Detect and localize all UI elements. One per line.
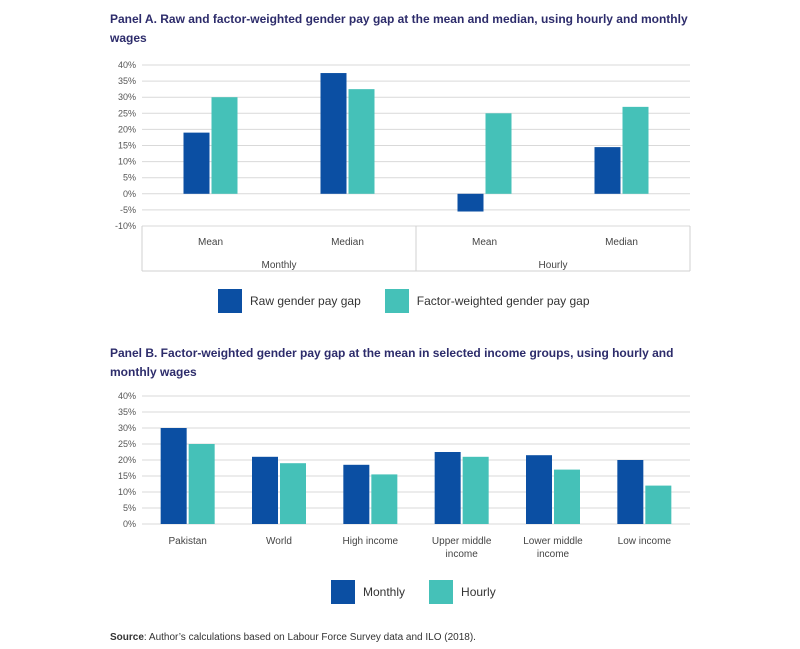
panel-b-y-tick-label: 25% [118,439,136,449]
panel-a-category-label: Median [331,237,364,248]
legend-item-hourly: Hourly [429,580,496,604]
panel-b-bar-monthly-4 [526,455,552,524]
legend-swatch-monthly [331,580,355,604]
panel-a-category-label: Mean [472,237,497,248]
panel-a-bar-raw-gender-pay-gap-3 [594,147,621,194]
legend-item-monthly: Monthly [331,580,405,604]
panel-b-category-label: Upper middle [432,536,492,547]
panel-b-y-tick-label: 40% [118,391,136,401]
panel-a-y-tick-label: -10% [115,221,136,231]
panel-b-bar-hourly-1 [280,463,306,524]
legend-item-factor-weighted: Factor-weighted gender pay gap [384,289,590,313]
panel-b-y-tick-label: 10% [118,487,136,497]
legend-label-hourly: Hourly [461,585,496,599]
panel-a-bar-raw-gender-pay-gap-1 [320,73,347,194]
legend-swatch-raw [218,289,242,313]
panel-b-category-label: income [537,549,570,560]
panel-a-category-label: Median [605,237,638,248]
panel-b-bar-monthly-5 [617,460,644,524]
legend-swatch-factor-weighted [384,289,409,313]
panel-b-bar-hourly-2 [371,474,398,524]
panel-a-chart: -10% -5% 0% 5% 10% 15% 20% 25% 30% 35% 40% Mean Medi… [115,60,691,272]
legend-item-raw: Raw gender pay gap [218,289,361,313]
panel-b-bar-monthly-3 [434,452,461,524]
panel-b-y-tick-label: 20% [118,455,136,465]
panel-b-bar-hourly-0 [188,444,215,524]
panel-b-category-label: World [266,536,292,547]
panel-b-category-label: Lower middle [523,536,583,547]
panel-b-y-tick-label: 15% [118,471,136,481]
panel-a-y-tick-label: 25% [118,108,136,118]
panel-b-y-tick-label: 35% [118,407,136,417]
panel-b-y-tick-label: 5% [123,503,136,513]
panel-a-bar-factor-weighted-gender-pay-gap-2 [485,113,512,194]
panel-a-legend: Raw gender pay gap Factor-weighted gende… [218,289,590,313]
legend-label-factor-weighted: Factor-weighted gender pay gap [416,294,590,308]
legend-swatch-hourly [429,580,454,604]
panel-b-bar-hourly-3 [462,456,489,524]
panel-b-title: Panel B. Factor-weighted gender pay gap … [110,346,674,379]
panel-b-category-label: Low income [618,536,672,547]
panel-a-y-tick-label: 20% [118,124,136,134]
panel-a-bar-factor-weighted-gender-pay-gap-3 [622,106,649,194]
panel-b-y-tick-label: 0% [123,519,136,529]
panel-a-bar-factor-weighted-gender-pay-gap-1 [348,89,375,194]
panel-b-category-label: High income [343,536,399,547]
panel-b-bar-hourly-4 [554,469,580,524]
panel-b-bar-monthly-1 [252,456,278,524]
panel-b-legend: Monthly Hourly [331,580,496,604]
panel-a-y-tick-label: 10% [118,157,136,167]
panel-a-group-label: Monthly [261,260,296,271]
panel-a-bar-raw-gender-pay-gap-2 [457,193,484,212]
source-label: Source [110,632,144,643]
panel-b-bar-monthly-2 [343,464,370,524]
panel-a-bar-raw-gender-pay-gap-0 [183,132,210,194]
panel-b-y-tick-label: 30% [118,423,136,433]
panel-b-bar-monthly-0 [160,428,187,524]
panel-a-y-tick-label: -5% [120,205,136,215]
panel-b-chart: 0% 5% 10% 15% 20% 25% 30% 35% 40% Pakistan World Hi… [118,391,690,560]
panel-a-group-label: Hourly [539,260,568,271]
legend-label-monthly: Monthly [363,585,406,599]
panel-a-y-tick-label: 35% [118,76,136,86]
panel-a-y-tick-label: 30% [118,92,136,102]
panel-b-category-label: income [446,549,479,560]
panel-a-y-tick-label: 5% [123,173,136,183]
panel-b-bar-hourly-5 [645,485,672,524]
panel-a-y-tick-label: 40% [118,60,136,70]
legend-label-raw: Raw gender pay gap [250,294,361,308]
panel-a-y-tick-label: 0% [123,189,136,199]
panel-a-y-tick-label: 15% [118,141,136,151]
panel-a-title: Panel A. Raw and factor-weighted gender … [110,12,688,45]
panel-a-category-label: Mean [198,237,223,248]
panel-b-category-label: Pakistan [168,536,206,547]
source-note: Source: Author’s calculations based on L… [110,632,476,643]
source-text: : Author’s calculations based on Labour … [143,632,476,643]
panel-a-bar-factor-weighted-gender-pay-gap-0 [211,97,238,194]
